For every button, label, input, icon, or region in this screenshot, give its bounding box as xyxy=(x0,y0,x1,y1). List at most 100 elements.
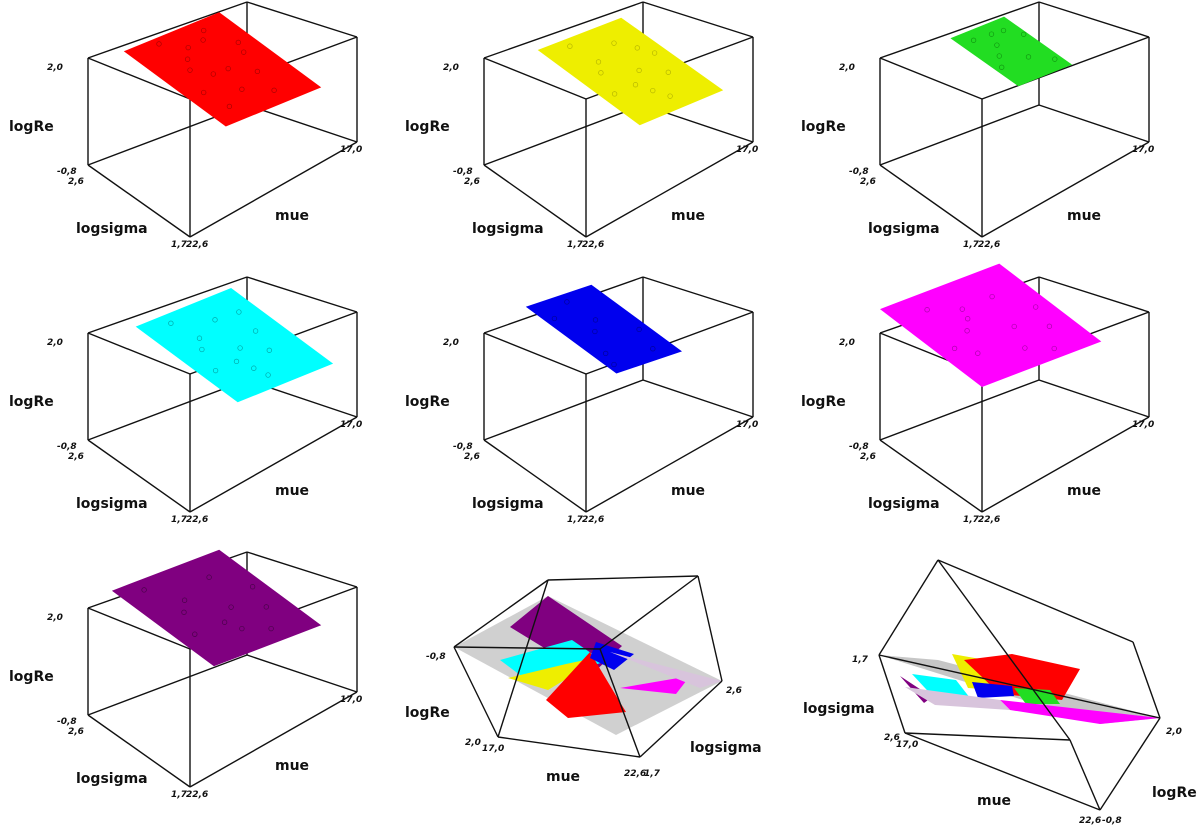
axis-label-mue: mue xyxy=(977,793,1011,809)
tick-label: 2,6 xyxy=(726,686,742,696)
fit-plane xyxy=(546,652,626,718)
box-edge xyxy=(87,57,191,100)
data-point xyxy=(988,31,995,37)
panel-7: 2,0 -0,82,6 1,7 22,6 17,0 logRe logsigma mue xyxy=(9,549,362,800)
data-point xyxy=(1033,304,1039,310)
axis-label-logsigma: logsigma xyxy=(76,496,148,512)
data-point xyxy=(592,328,598,335)
fit-plane xyxy=(610,652,722,688)
data-point xyxy=(156,41,162,47)
box-edge xyxy=(1038,1,1150,38)
box-edge xyxy=(1038,276,1150,313)
fit-plane xyxy=(111,549,322,667)
axis-label-logRe: logRe xyxy=(405,705,450,721)
data-point xyxy=(611,91,618,97)
axis-label-logsigma: logsigma xyxy=(868,496,940,512)
box-edge xyxy=(879,439,983,513)
box-edge xyxy=(878,654,1161,719)
data-point xyxy=(592,317,599,323)
data-point xyxy=(239,86,245,92)
box-edge xyxy=(697,575,723,682)
box-edge xyxy=(453,646,499,738)
data-point xyxy=(595,59,602,65)
data-point xyxy=(1021,31,1027,37)
tick-label: 2,6 xyxy=(464,177,480,187)
data-point xyxy=(1000,27,1007,34)
box-edge xyxy=(246,654,358,693)
box-edge xyxy=(87,332,191,375)
box-edge xyxy=(87,1,248,59)
data-point xyxy=(996,53,1002,59)
tick-label: 17,0 xyxy=(340,420,362,430)
tick-label: 2,6 xyxy=(860,177,876,187)
fit-plane xyxy=(972,682,1014,698)
tick-label: -0,8 xyxy=(57,717,77,727)
tick-label: 2,0 xyxy=(1166,727,1182,737)
panel-9: 1,7 2,0 2,617,0 22,6 -0,8 logsigma mue logRe xyxy=(803,559,1197,826)
axis-label-logsigma: logsigma xyxy=(472,221,544,237)
data-point xyxy=(196,335,203,341)
box-edge xyxy=(1132,641,1161,719)
axis-label-mue: mue xyxy=(1067,208,1101,224)
tick-label: 1,7 xyxy=(963,240,980,250)
data-point xyxy=(212,367,219,374)
data-point xyxy=(181,609,187,615)
data-point xyxy=(266,347,272,353)
data-point xyxy=(636,326,642,333)
box-edge xyxy=(483,104,644,166)
tick-label: -0,8 xyxy=(849,167,869,177)
tick-label: 2,6 xyxy=(68,177,84,187)
tick-label: 2,0 xyxy=(443,338,459,348)
axis-label-logsigma: logsigma xyxy=(76,221,148,237)
panel-5: 2,0 -0,82,6 1,7 22,6 17,0 logRe logsigma mue xyxy=(405,276,758,525)
box-edge xyxy=(879,1,1040,59)
axis-label-logRe: logRe xyxy=(405,394,450,410)
data-point xyxy=(265,372,271,378)
axis-label-logRe: logRe xyxy=(9,669,54,685)
data-point xyxy=(241,49,247,55)
tick-label: 1,7 xyxy=(567,515,584,525)
box-edge xyxy=(246,276,358,313)
box-edge xyxy=(483,439,587,513)
data-point xyxy=(964,328,970,334)
data-point xyxy=(665,69,671,75)
box-edge xyxy=(1069,739,1101,811)
data-point xyxy=(951,345,958,352)
panel-6: 2,0 -0,82,6 1,7 22,6 17,0 logRe logsigma mue xyxy=(801,263,1154,525)
box-edge xyxy=(87,439,191,513)
box-edge xyxy=(599,648,641,758)
data-point xyxy=(611,40,617,46)
tick-label: -0,8 xyxy=(57,442,77,452)
tick-label: 22,6 xyxy=(582,240,604,250)
axis-label-logRe: logRe xyxy=(1152,785,1197,801)
box-edge xyxy=(879,379,1040,441)
box-edge xyxy=(87,654,248,716)
data-point xyxy=(632,82,639,88)
fit-plane xyxy=(905,687,1010,710)
tick-label: -0,8 xyxy=(426,652,446,662)
tick-label: 1,7 xyxy=(852,655,869,665)
tick-label: 1,7 xyxy=(171,790,188,800)
data-point xyxy=(263,604,269,610)
axis-label-mue: mue xyxy=(275,483,309,499)
tick-label: 2,6 xyxy=(860,452,876,462)
data-point xyxy=(970,37,977,43)
box-edge xyxy=(981,141,1150,238)
axis-label-logRe: logRe xyxy=(801,119,846,135)
tick-label: 17,0 xyxy=(736,145,758,155)
data-point xyxy=(975,350,981,356)
box-edge xyxy=(639,680,723,758)
tick-label: 22,6 xyxy=(624,769,646,779)
tick-label: 1,7 xyxy=(644,769,661,779)
box-edge xyxy=(87,714,191,788)
data-point xyxy=(965,316,971,322)
tick-label: 17,0 xyxy=(1132,420,1154,430)
fit-plane xyxy=(880,263,1102,387)
data-point xyxy=(634,45,640,51)
data-point xyxy=(667,93,673,99)
data-point xyxy=(271,87,277,93)
box-edge xyxy=(87,276,248,334)
box-edge xyxy=(547,575,699,581)
data-point xyxy=(567,43,573,49)
